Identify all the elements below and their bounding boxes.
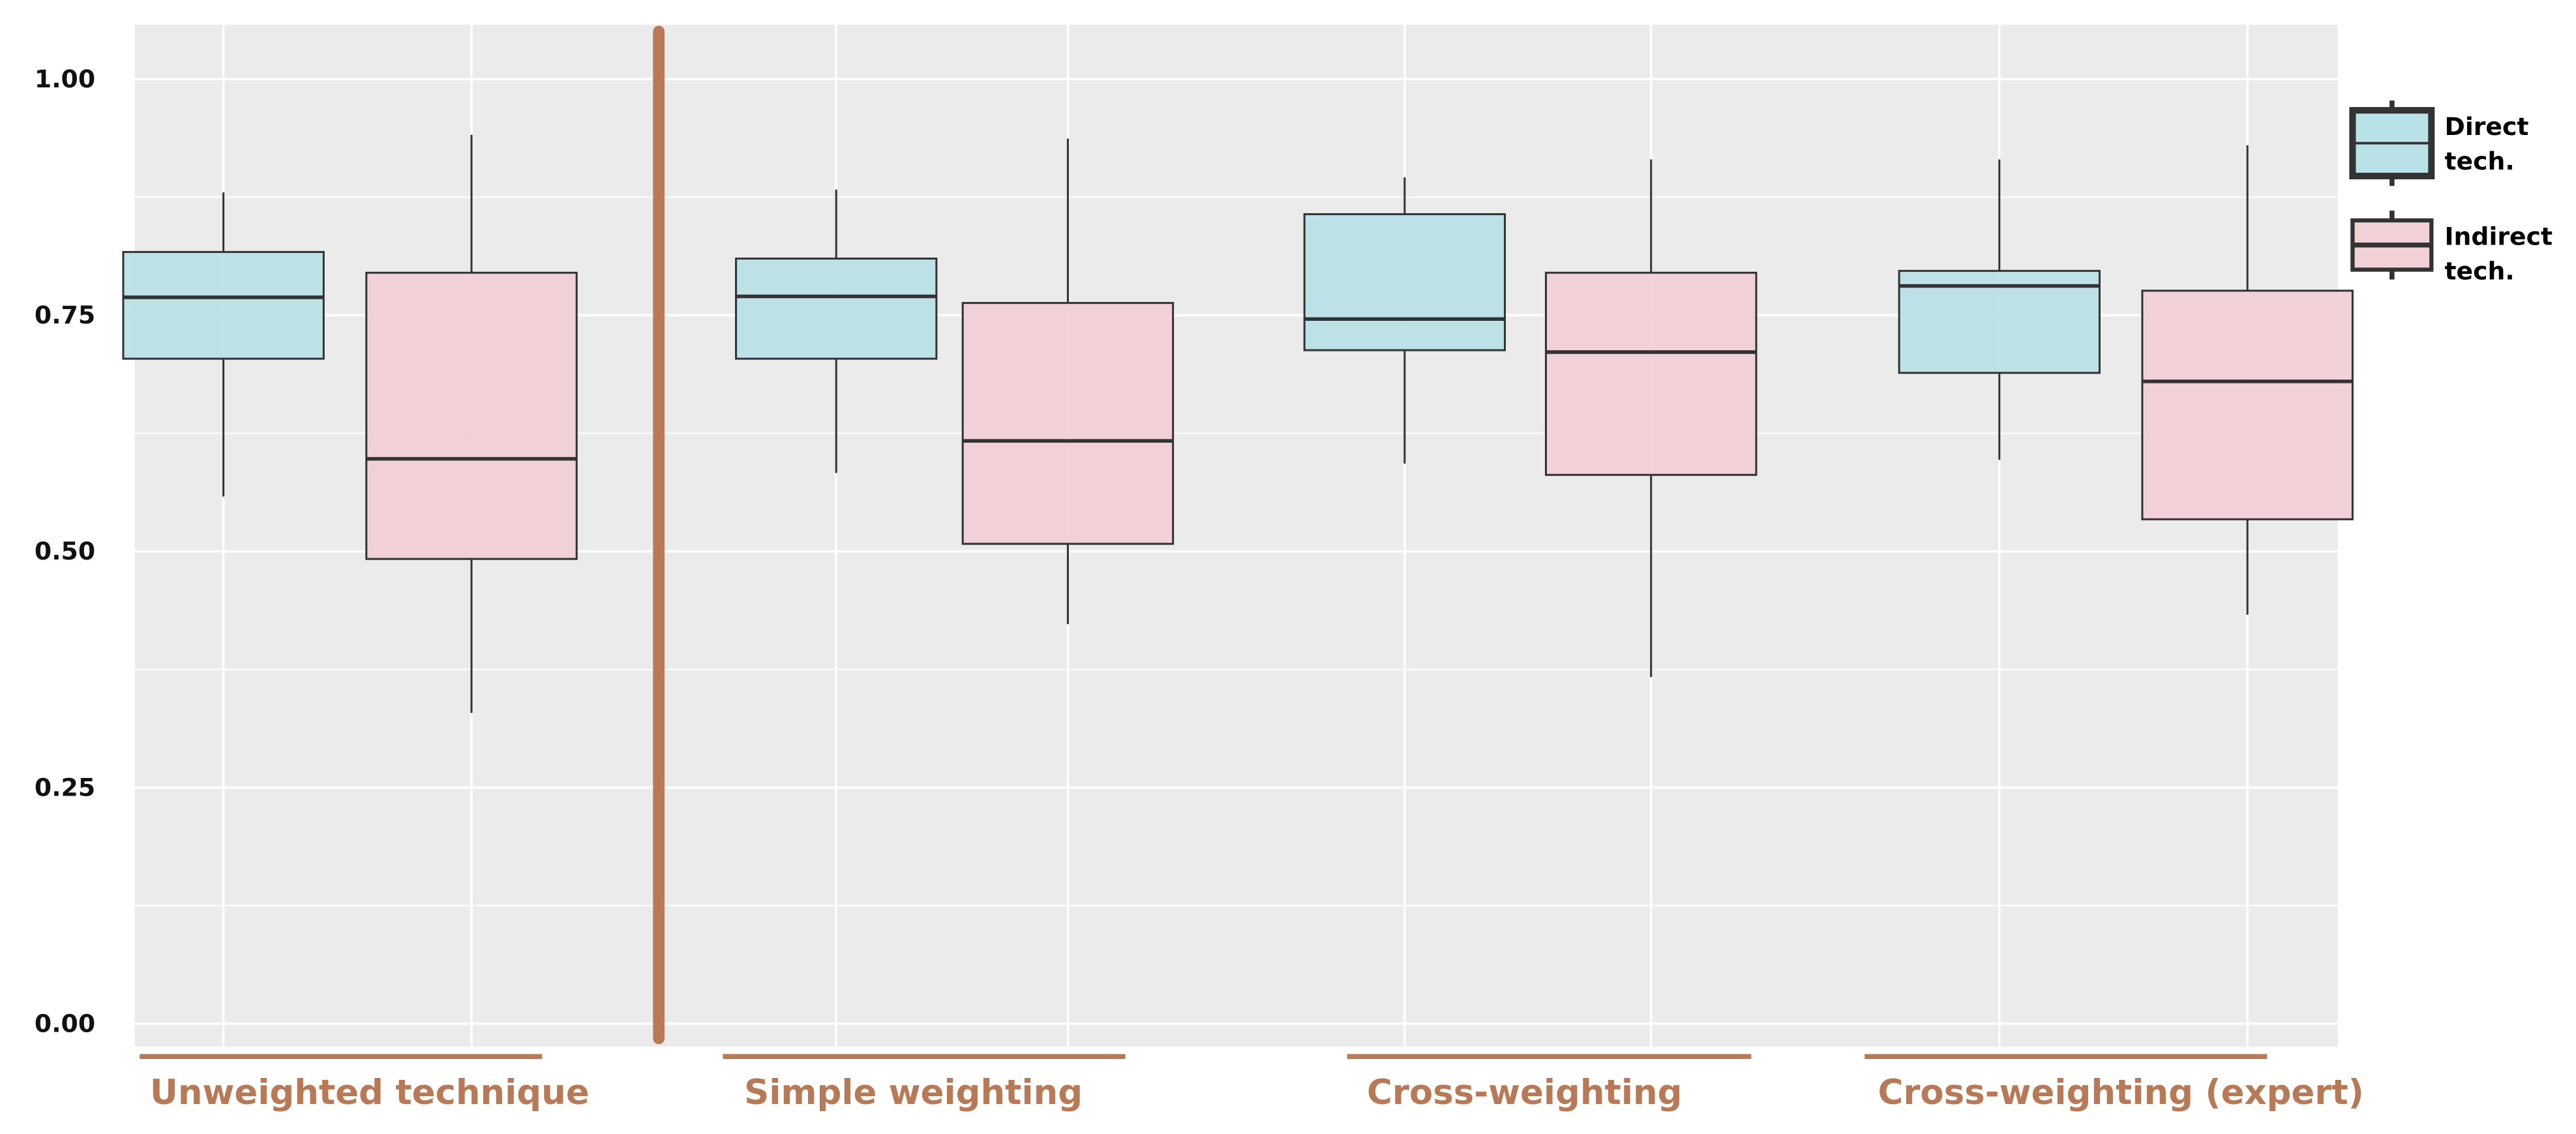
box-iqr <box>961 302 1175 545</box>
legend-label: tech. <box>2444 147 2514 175</box>
box-indirect <box>2141 145 2354 615</box>
box-iqr <box>1898 269 2101 374</box>
y-tick-label: 0.75 <box>35 301 95 329</box>
group-label: Cross-weighting <box>1367 1073 1682 1112</box>
group-label: Simple weighting <box>744 1073 1083 1112</box>
box-direct <box>1303 177 1506 464</box>
box-direct <box>122 192 325 497</box>
boxes <box>122 134 2354 713</box>
group-labels: Unweighted technique Simple weighting Cros… <box>140 1054 2364 1112</box>
box-iqr <box>735 258 938 360</box>
box-indirect <box>961 138 1175 625</box>
box-direct <box>1898 159 2101 460</box>
box-direct <box>735 189 938 473</box>
y-tick-label: 1.00 <box>35 65 95 93</box>
box-iqr <box>1303 213 1506 351</box>
box-iqr <box>2141 290 2354 520</box>
legend-label: Indirect <box>2444 222 2553 251</box>
box-indirect <box>365 134 578 713</box>
legend: Direct tech. Indirect tech. <box>2349 100 2553 286</box>
y-tick-label: 0.25 <box>35 773 95 801</box>
legend-label: tech. <box>2444 257 2514 286</box>
y-tick-label: 0.00 <box>35 1009 95 1037</box>
box-iqr <box>122 250 325 360</box>
box-indirect <box>1544 159 1758 678</box>
box-iqr <box>1544 271 1758 476</box>
y-axis-ticks: 0.00 0.25 0.50 0.75 1.00 <box>35 65 95 1038</box>
group-label: Cross-weighting (expert) <box>1878 1073 2364 1112</box>
box-iqr <box>365 271 578 560</box>
group-label: Unweighted technique <box>150 1073 590 1112</box>
y-tick-label: 0.50 <box>35 537 95 565</box>
legend-label: Direct <box>2444 112 2528 141</box>
